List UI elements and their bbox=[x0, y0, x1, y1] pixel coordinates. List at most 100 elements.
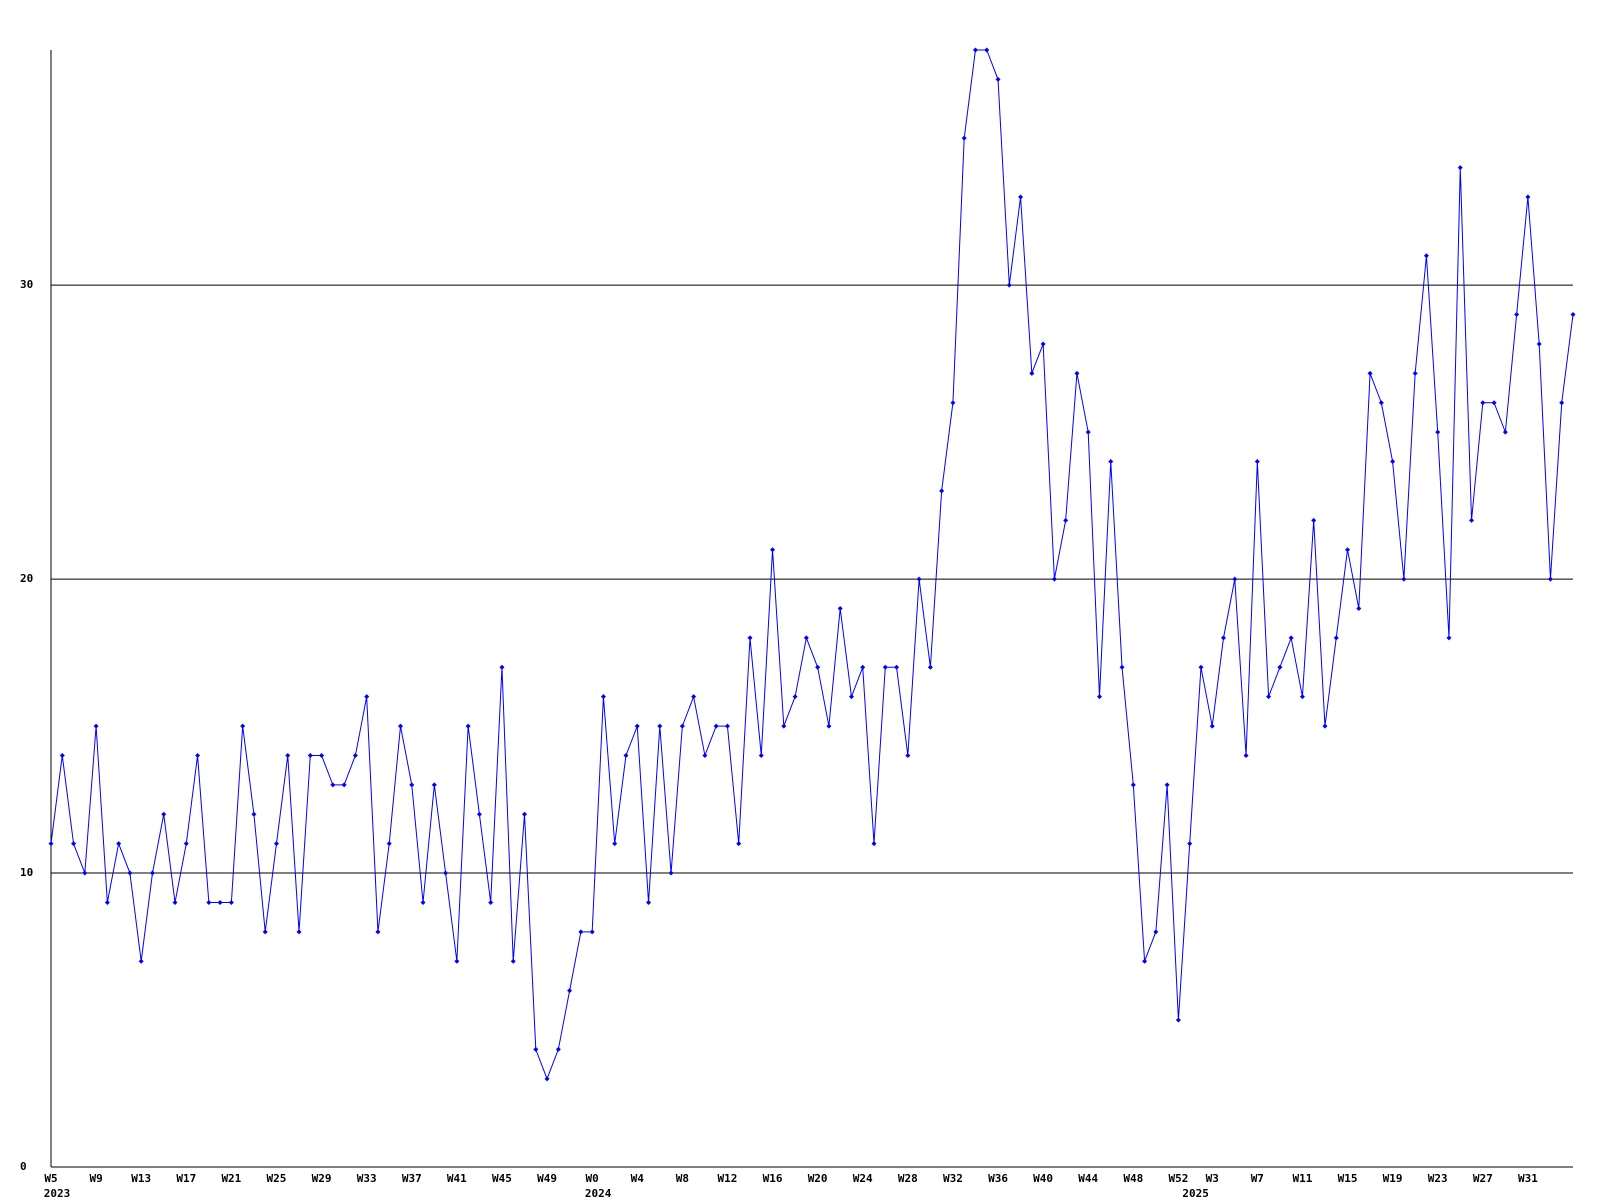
point bbox=[273, 841, 279, 847]
x-tick-label: W21 bbox=[221, 1172, 241, 1185]
x-tick-label: W44 bbox=[1078, 1172, 1098, 1185]
point bbox=[172, 899, 178, 905]
point bbox=[1547, 576, 1553, 582]
point bbox=[138, 958, 144, 964]
point bbox=[149, 870, 155, 876]
point bbox=[623, 752, 629, 758]
point bbox=[319, 752, 325, 758]
point bbox=[296, 929, 302, 935]
point bbox=[228, 899, 234, 905]
y-tick-label: 20 bbox=[20, 572, 33, 585]
x-tick-label: W0 bbox=[586, 1172, 599, 1185]
point bbox=[386, 841, 392, 847]
point bbox=[1119, 664, 1125, 670]
year-label: 2023 bbox=[44, 1187, 71, 1200]
x-tick-label: W41 bbox=[447, 1172, 467, 1185]
point bbox=[1322, 723, 1328, 729]
point bbox=[747, 635, 753, 641]
point bbox=[1232, 576, 1238, 582]
point bbox=[1254, 459, 1260, 465]
x-tick-label: W36 bbox=[988, 1172, 1008, 1185]
point bbox=[330, 782, 336, 788]
point bbox=[1221, 635, 1227, 641]
point bbox=[93, 723, 99, 729]
x-tick-label: W13 bbox=[131, 1172, 151, 1185]
point bbox=[1502, 429, 1508, 435]
point bbox=[1198, 664, 1204, 670]
point bbox=[375, 929, 381, 935]
point bbox=[950, 400, 956, 406]
point bbox=[646, 899, 652, 905]
x-tick-label: W3 bbox=[1206, 1172, 1219, 1185]
point bbox=[409, 782, 415, 788]
x-tick-label: W12 bbox=[718, 1172, 738, 1185]
point bbox=[984, 47, 990, 53]
x-tick-label: W16 bbox=[763, 1172, 783, 1185]
line bbox=[50, 49, 1574, 1081]
point bbox=[736, 841, 742, 847]
point bbox=[972, 47, 978, 53]
point bbox=[488, 899, 494, 905]
point bbox=[961, 135, 967, 141]
point bbox=[1130, 782, 1136, 788]
point bbox=[251, 811, 257, 817]
point bbox=[1356, 606, 1362, 611]
x-tick-label: W33 bbox=[357, 1172, 377, 1185]
x-tick-label: W32 bbox=[943, 1172, 963, 1185]
point bbox=[1164, 782, 1170, 788]
point bbox=[1378, 400, 1384, 406]
point bbox=[1367, 370, 1373, 376]
x-tick-label: W23 bbox=[1428, 1172, 1448, 1185]
point bbox=[1108, 459, 1114, 465]
point bbox=[1536, 341, 1542, 347]
point bbox=[420, 899, 426, 905]
x-tick-label: W19 bbox=[1383, 1172, 1403, 1185]
point bbox=[927, 664, 933, 670]
x-tick-label: W25 bbox=[267, 1172, 287, 1185]
point bbox=[1096, 694, 1102, 700]
point bbox=[1153, 929, 1159, 935]
point bbox=[848, 694, 854, 700]
point bbox=[59, 752, 65, 758]
point bbox=[465, 723, 471, 729]
point bbox=[1525, 194, 1531, 200]
point bbox=[894, 664, 900, 670]
point bbox=[397, 723, 403, 729]
point bbox=[781, 723, 787, 729]
point bbox=[815, 664, 821, 670]
point bbox=[578, 929, 584, 935]
point bbox=[1142, 958, 1148, 964]
x-tick-label: W15 bbox=[1338, 1172, 1358, 1185]
point bbox=[217, 899, 223, 905]
x-tick-label: W31 bbox=[1518, 1172, 1538, 1185]
x-tick-label: W8 bbox=[676, 1172, 689, 1185]
point bbox=[882, 664, 888, 670]
point bbox=[702, 752, 708, 758]
point bbox=[826, 723, 832, 729]
point bbox=[612, 841, 618, 847]
point bbox=[1243, 752, 1249, 758]
point bbox=[341, 782, 347, 788]
point bbox=[1266, 694, 1272, 700]
year-label: 2025 bbox=[1182, 1187, 1209, 1200]
point bbox=[1412, 370, 1418, 376]
point bbox=[1288, 635, 1294, 641]
x-tick-label: W28 bbox=[898, 1172, 918, 1185]
point bbox=[116, 841, 122, 847]
point bbox=[1074, 370, 1080, 376]
point bbox=[1029, 370, 1035, 376]
point bbox=[161, 811, 167, 817]
x-tick-label: W11 bbox=[1292, 1172, 1312, 1185]
y-tick-label: 30 bbox=[20, 278, 33, 291]
point bbox=[1175, 1017, 1181, 1023]
point bbox=[589, 929, 595, 935]
point bbox=[668, 870, 674, 876]
point bbox=[262, 929, 268, 935]
x-tick-label: W52 bbox=[1168, 1172, 1188, 1185]
point bbox=[104, 899, 110, 905]
y-tick-label: 10 bbox=[20, 866, 33, 879]
point bbox=[657, 723, 663, 729]
x-tick-label: W7 bbox=[1251, 1172, 1264, 1185]
point bbox=[454, 958, 460, 964]
